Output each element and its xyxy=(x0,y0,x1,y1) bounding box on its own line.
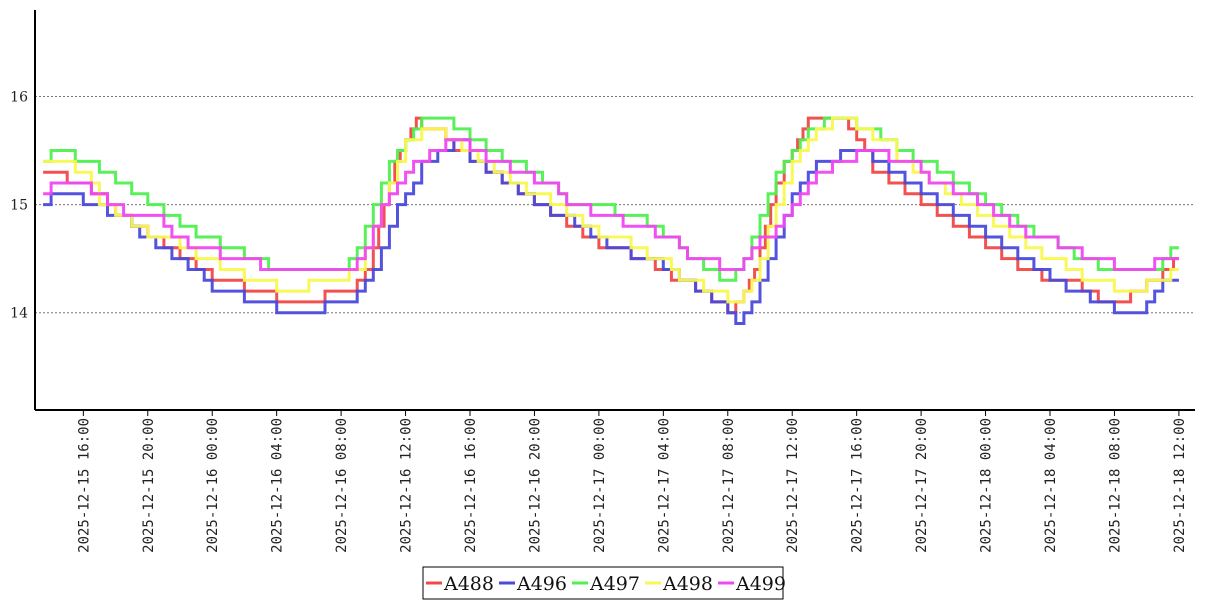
y-tick-label: 15 xyxy=(10,198,28,214)
x-tick-label: 2025-12-16 20:00 xyxy=(527,418,543,553)
series-line-A497 xyxy=(43,116,1179,282)
x-tick-label: 2025-12-17 00:00 xyxy=(592,418,608,553)
legend-label-A499: A499 xyxy=(735,573,786,595)
x-tick-label: 2025-12-17 04:00 xyxy=(656,418,672,553)
x-tick-label: 2025-12-17 16:00 xyxy=(850,418,866,553)
x-tick-label: 2025-12-15 16:00 xyxy=(76,418,92,553)
x-tick-label: 2025-12-16 04:00 xyxy=(270,418,286,553)
legend-label-A488: A488 xyxy=(443,573,494,595)
series-line-A496 xyxy=(43,138,1179,325)
legend-label-A497: A497 xyxy=(589,573,640,595)
legend-label-A496: A496 xyxy=(516,573,567,595)
series-line-A498 xyxy=(43,116,1179,304)
x-tick-label: 2025-12-18 08:00 xyxy=(1107,418,1123,553)
x-tick-label: 2025-12-16 16:00 xyxy=(463,418,479,553)
x-tick-labels: 2025-12-15 16:00 2025-12-15 20:00 2025-12-… xyxy=(76,418,1188,553)
x-tick-label: 2025-12-17 12:00 xyxy=(785,418,801,553)
x-tick-label: 2025-12-16 00:00 xyxy=(205,418,221,553)
x-tick-label: 2025-12-16 08:00 xyxy=(334,418,350,553)
legend-label-A498: A498 xyxy=(662,573,713,595)
x-tick-label: 2025-12-15 20:00 xyxy=(141,418,157,553)
y-tick-label: 14 xyxy=(10,306,28,322)
x-tick-label: 2025-12-17 20:00 xyxy=(914,418,930,553)
legend: A488 A496 A497 A498 A499 xyxy=(422,566,786,600)
series-line-A488 xyxy=(43,116,1179,315)
y-tick-label: 16 xyxy=(10,89,28,105)
series-lines xyxy=(43,116,1179,325)
series-line-A499 xyxy=(43,138,1179,271)
y-tick-labels: 14 15 16 xyxy=(10,89,28,321)
x-tick-label: 2025-12-18 00:00 xyxy=(979,418,995,553)
axes xyxy=(34,10,1195,416)
x-tick-label: 2025-12-18 04:00 xyxy=(1043,418,1059,553)
x-tick-label: 2025-12-16 12:00 xyxy=(399,418,415,553)
x-tick-label: 2025-12-18 12:00 xyxy=(1172,418,1188,553)
x-tick-label: 2025-12-17 08:00 xyxy=(721,418,737,553)
